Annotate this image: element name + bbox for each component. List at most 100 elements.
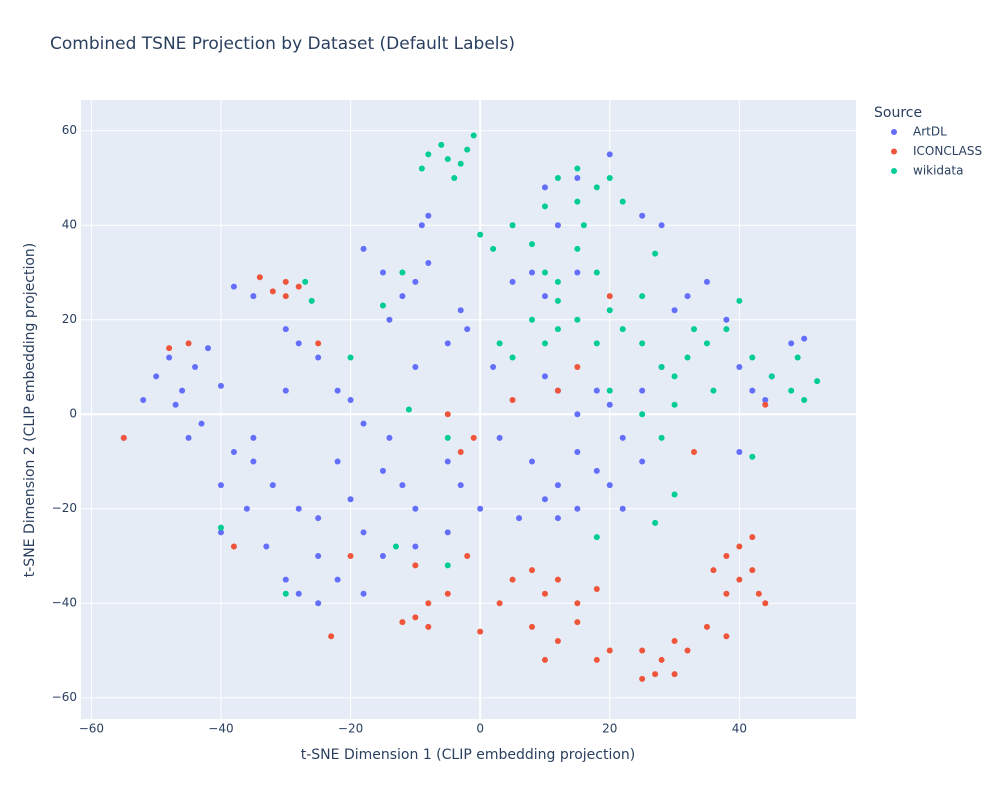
point: [749, 567, 756, 574]
x-tick-label: 40: [732, 722, 747, 736]
y-tick-label: 20: [62, 312, 77, 326]
point: [295, 283, 302, 290]
point: [529, 623, 536, 630]
point: [606, 401, 613, 408]
point: [360, 529, 367, 536]
point: [464, 326, 471, 333]
point: [554, 174, 561, 181]
point: [541, 293, 548, 300]
point: [639, 647, 646, 654]
point: [444, 340, 451, 347]
point: [470, 132, 477, 139]
point: [736, 297, 743, 304]
point: [444, 529, 451, 536]
point: [554, 326, 561, 333]
point: [315, 515, 322, 522]
point: [658, 434, 665, 441]
x-tick-label: −20: [338, 722, 363, 736]
point: [438, 141, 445, 148]
point: [574, 363, 581, 370]
point: [425, 260, 432, 267]
point: [217, 482, 224, 489]
point: [541, 496, 548, 503]
point: [639, 458, 646, 465]
point: [269, 288, 276, 295]
point: [529, 567, 536, 574]
point: [412, 363, 419, 370]
point: [198, 420, 205, 427]
point: [529, 269, 536, 276]
point: [529, 241, 536, 248]
point: [749, 387, 756, 394]
point: [477, 505, 484, 512]
point: [639, 293, 646, 300]
point: [691, 326, 698, 333]
legend-title: Source: [874, 105, 922, 121]
legend-marker: [891, 148, 897, 155]
point: [606, 387, 613, 394]
point: [736, 576, 743, 583]
point: [347, 496, 354, 503]
point: [658, 656, 665, 663]
point: [749, 453, 756, 460]
point: [652, 671, 659, 678]
point: [230, 543, 237, 550]
point: [399, 293, 406, 300]
point: [684, 293, 691, 300]
point: [425, 212, 432, 219]
point: [723, 326, 730, 333]
point: [250, 458, 257, 465]
point: [619, 326, 626, 333]
point: [574, 165, 581, 172]
point: [574, 619, 581, 626]
point: [574, 245, 581, 252]
point: [671, 401, 678, 408]
point: [736, 449, 743, 456]
point: [217, 524, 224, 531]
point: [529, 458, 536, 465]
point: [282, 293, 289, 300]
point: [334, 576, 341, 583]
point: [541, 340, 548, 347]
point: [606, 293, 613, 300]
point: [509, 397, 516, 404]
point: [814, 378, 821, 385]
point: [457, 160, 464, 167]
point: [315, 340, 322, 347]
point: [554, 482, 561, 489]
y-tick-label: 0: [69, 407, 77, 421]
point: [639, 411, 646, 418]
point: [282, 387, 289, 394]
point: [554, 278, 561, 285]
point: [541, 203, 548, 210]
point: [166, 345, 173, 352]
point: [360, 420, 367, 427]
point: [412, 505, 419, 512]
point: [425, 600, 432, 607]
point: [652, 250, 659, 257]
x-tick-label: −60: [79, 722, 104, 736]
point: [412, 278, 419, 285]
point: [282, 590, 289, 597]
point: [593, 387, 600, 394]
point: [593, 467, 600, 474]
point: [691, 449, 698, 456]
legend-marker: [891, 168, 897, 174]
x-tick-label: −40: [208, 722, 233, 736]
point: [230, 283, 237, 290]
point: [554, 387, 561, 394]
point: [464, 552, 471, 559]
point: [243, 505, 250, 512]
point: [399, 482, 406, 489]
point: [295, 505, 302, 512]
point: [639, 212, 646, 219]
point: [399, 619, 406, 626]
point: [684, 647, 691, 654]
point: [315, 354, 322, 361]
point: [554, 576, 561, 583]
point: [347, 354, 354, 361]
point: [788, 387, 795, 394]
point: [619, 198, 626, 205]
point: [554, 515, 561, 522]
